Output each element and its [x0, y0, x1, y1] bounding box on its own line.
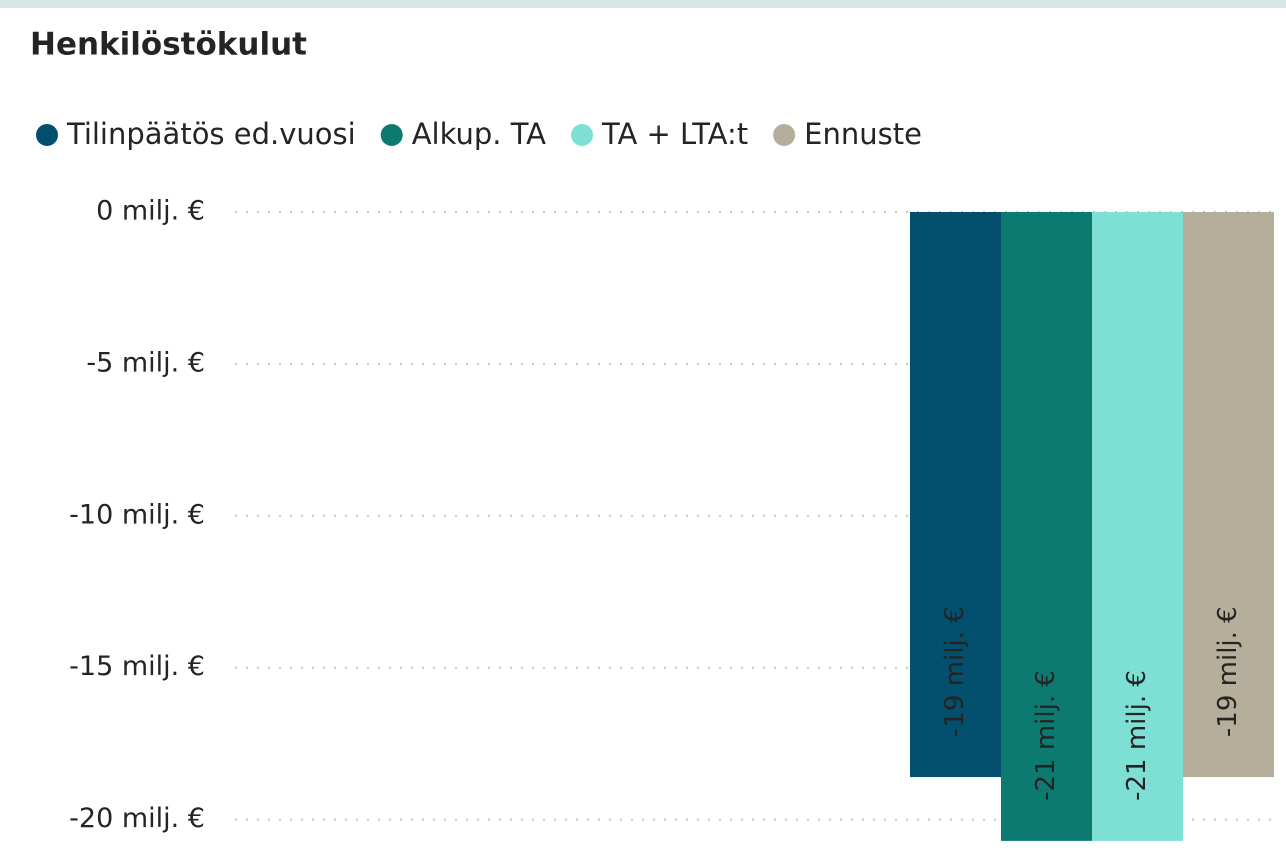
bar — [910, 212, 1001, 778]
legend-dot — [36, 124, 58, 146]
bar — [1001, 212, 1092, 841]
legend-dot — [571, 124, 594, 146]
bar — [1183, 212, 1274, 778]
legend-label: Alkup. TA — [412, 117, 546, 151]
y-tick-label: 0 milj. € — [96, 196, 205, 227]
y-tick-label: -15 milj. € — [69, 651, 205, 682]
value-label: -19 milj. € — [1213, 606, 1243, 737]
legend-dot — [380, 124, 403, 146]
chart-title: Henkilöstökulut — [30, 27, 307, 63]
value-label: -19 milj. € — [940, 606, 970, 737]
legend-label: Tilinpäätös ed.vuosi — [66, 117, 356, 151]
bar — [1092, 212, 1183, 841]
y-tick-label: -10 milj. € — [69, 499, 205, 530]
y-tick-label: -5 milj. € — [86, 347, 205, 378]
legend-label: Ennuste — [804, 117, 922, 151]
top-border — [0, 0, 1286, 8]
y-tick-label: -20 milj. € — [69, 803, 205, 834]
value-label: -21 milj. € — [1031, 670, 1061, 801]
legend-label: TA + LTA:t — [601, 117, 748, 151]
legend-dot — [773, 124, 796, 146]
value-label: -21 milj. € — [1122, 670, 1152, 801]
